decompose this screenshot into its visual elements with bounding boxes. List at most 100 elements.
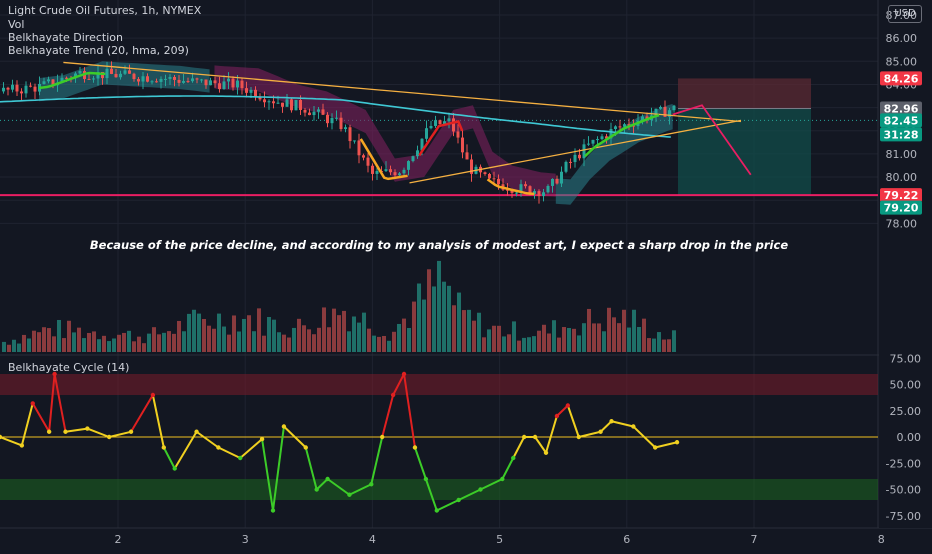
volume-bar: [122, 332, 126, 352]
volume-bar: [207, 325, 211, 352]
cycle-segment: [545, 415, 558, 454]
candle-body: [632, 125, 635, 127]
cycle-segment: [261, 438, 274, 511]
candle-body: [393, 172, 397, 176]
volume-bar: [507, 334, 511, 352]
candle-body: [294, 99, 298, 111]
volume-bar: [17, 343, 21, 352]
cycle-segment: [556, 404, 569, 417]
direction-indicator-label[interactable]: Belkhayate Direction: [8, 31, 123, 44]
cycle-segment: [436, 499, 460, 512]
volume-bar: [362, 312, 366, 352]
candle-body: [177, 79, 181, 83]
candle-body: [465, 152, 469, 160]
candle-body: [128, 70, 131, 74]
price-badge: [880, 200, 922, 215]
cycle-segment: [304, 447, 318, 490]
cycle-point: [270, 508, 276, 513]
price-badge: [880, 113, 922, 128]
cycle-segment: [53, 373, 67, 432]
cycle-segment: [195, 430, 219, 449]
volume-bar: [557, 337, 561, 352]
candle-body: [60, 77, 64, 83]
resistance-trendline: [63, 61, 742, 123]
volume-bar: [177, 320, 181, 352]
volume-bar: [482, 337, 486, 352]
candle-body: [123, 70, 127, 74]
candle-body: [375, 171, 379, 174]
candle-body: [425, 128, 428, 139]
candle-body: [155, 81, 158, 83]
cycle-segment: [87, 427, 110, 438]
volume-bar: [377, 336, 381, 352]
volume-bar: [82, 338, 86, 352]
volume-bar: [352, 316, 356, 352]
volume-bar: [452, 305, 456, 352]
volume-bar: [342, 310, 346, 352]
cycle-segment: [173, 431, 198, 470]
analysis-annotation: Because of the price decline, and accord…: [89, 238, 789, 252]
candle-body: [618, 126, 622, 128]
candle-body: [227, 78, 230, 82]
vol-indicator-label[interactable]: Vol: [8, 18, 25, 31]
price-tick-label: 81.00: [886, 148, 918, 161]
cycle-point: [281, 424, 287, 429]
oscillator-title[interactable]: Belkhayate Cycle (14): [8, 361, 130, 374]
volume-bar: [42, 327, 46, 352]
volume-bar: [287, 337, 291, 352]
volume-bar: [652, 338, 656, 352]
volume-bar: [132, 341, 136, 352]
direction-cloud-teal-right: [555, 103, 673, 205]
candle-body: [560, 171, 563, 184]
candle-body: [290, 99, 293, 111]
cycle-segment: [151, 394, 165, 448]
trend-line-hma: [0, 95, 671, 138]
cycle-segment: [239, 438, 263, 459]
cycle-segment: [480, 478, 503, 491]
volume-bar: [272, 319, 276, 352]
candle-body: [330, 118, 334, 124]
candle-body: [236, 80, 239, 88]
candle-body: [591, 139, 595, 144]
candle-body: [213, 80, 217, 84]
cycle-segment: [48, 373, 56, 432]
cycle-segment: [217, 446, 241, 459]
cycle-segment: [611, 420, 634, 428]
cycle-segment: [501, 457, 515, 480]
candle-body: [555, 178, 559, 184]
volume-bar: [497, 325, 501, 352]
candle-body: [258, 97, 262, 100]
candle-body: [366, 157, 370, 166]
candle-body: [263, 99, 266, 103]
volume-bar: [182, 331, 186, 352]
time-tick-label: 5: [496, 533, 503, 546]
projection-path: [672, 104, 752, 176]
volume-bar: [427, 269, 431, 352]
volume-bar: [257, 308, 261, 352]
volume-bar: [602, 331, 606, 352]
trend-indicator-label[interactable]: Belkhayate Trend (20, hma, 209): [8, 44, 189, 57]
candle-body: [272, 101, 275, 104]
price-tick-label: 80.00: [886, 171, 918, 184]
candle-body: [420, 138, 424, 151]
candle-body: [672, 105, 676, 111]
price-axis-bg: [879, 0, 932, 528]
price-tick-label: 87.00: [886, 9, 918, 22]
volume-bar: [232, 315, 236, 352]
volume-bar: [337, 315, 341, 352]
volume-bar: [317, 327, 321, 352]
candle-body: [384, 169, 388, 172]
candle-body: [240, 80, 244, 89]
stop-loss-zone: [678, 78, 811, 109]
take-profit-zone: [678, 108, 811, 196]
cycle-segment: [283, 425, 307, 449]
volume-bar: [587, 308, 591, 352]
candle-body: [510, 190, 514, 193]
candle-body: [218, 83, 221, 90]
currency-button[interactable]: USD: [888, 5, 922, 23]
candle-body: [321, 109, 325, 115]
price-tick-label: 86.00: [886, 32, 918, 45]
volume-bar: [142, 343, 146, 352]
candle-body: [186, 81, 190, 83]
cycle-segment: [403, 373, 416, 448]
